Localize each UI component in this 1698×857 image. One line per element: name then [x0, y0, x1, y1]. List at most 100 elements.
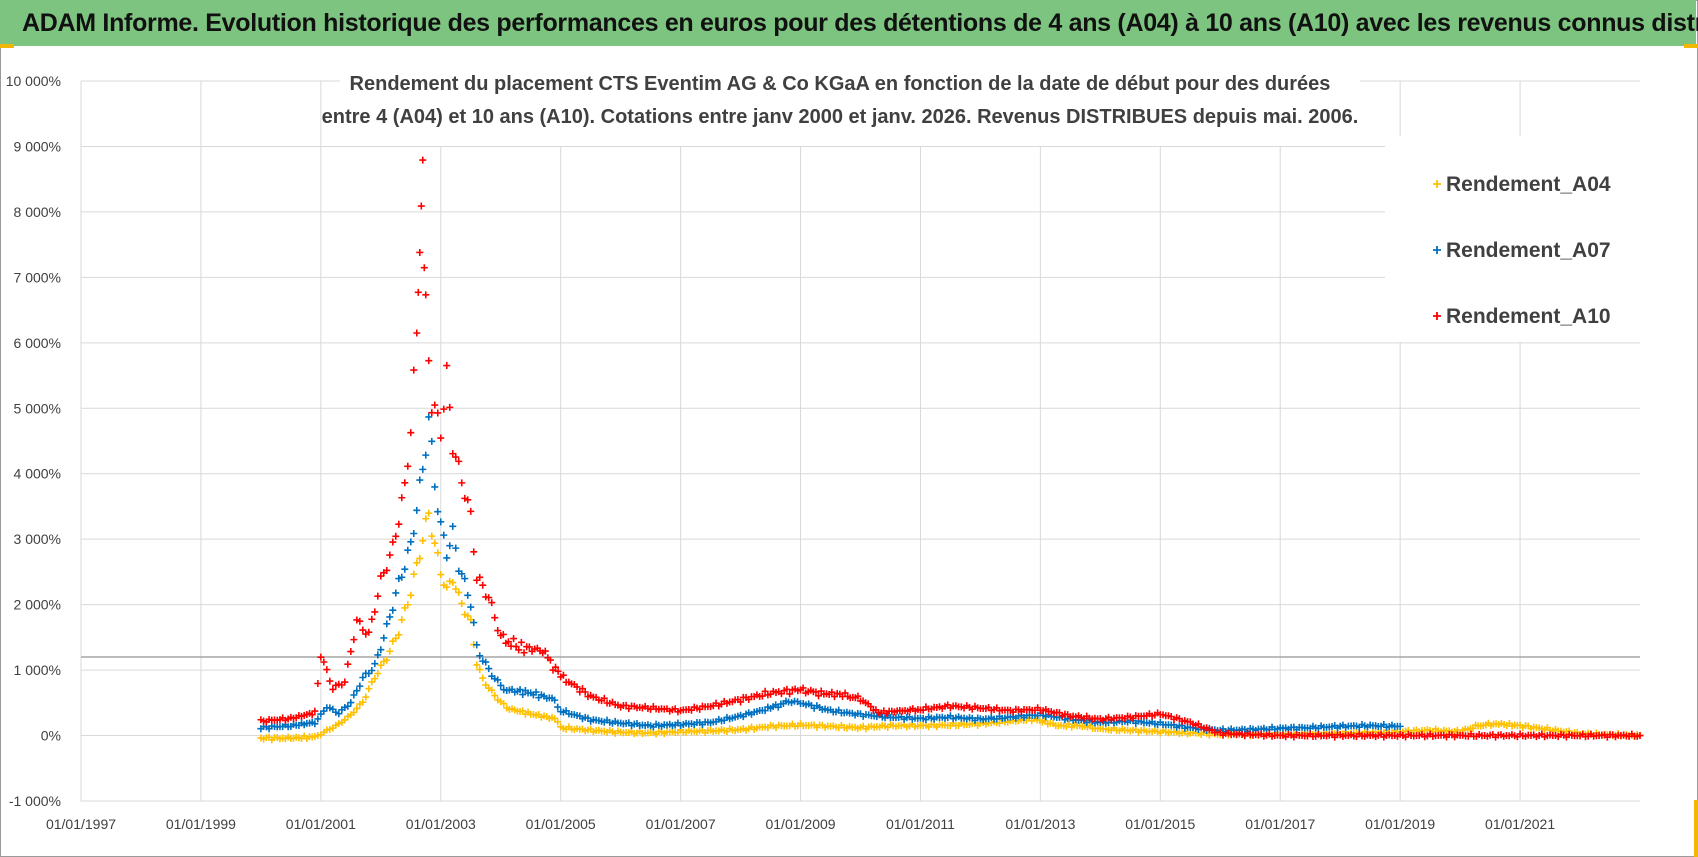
y-tick-label: 3 000% [14, 531, 61, 547]
legend-marker [1433, 312, 1441, 320]
point-rendement-a07 [554, 703, 562, 711]
point-rendement-a10 [317, 653, 325, 661]
x-tick-label: 01/01/2009 [765, 816, 835, 832]
point-rendement-a10 [737, 698, 745, 706]
point-rendement-a07 [314, 715, 322, 723]
point-rendement-a10 [488, 599, 496, 607]
chart-title-line-1: Rendement du placement CTS Eventim AG & … [350, 73, 1331, 95]
point-rendement-a10 [455, 457, 463, 465]
point-rendement-a10 [510, 635, 518, 643]
point-rendement-a04 [404, 601, 412, 609]
point-rendement-a10 [541, 647, 549, 655]
point-rendement-a07 [422, 451, 430, 459]
point-rendement-a10 [410, 366, 418, 374]
point-rendement-a04 [464, 612, 472, 620]
point-rendement-a04 [413, 559, 421, 567]
y-tick-label: 6 000% [14, 335, 61, 351]
point-rendement-a07 [551, 696, 559, 704]
point-rendement-a10 [414, 288, 422, 296]
point-rendement-a10 [359, 626, 367, 634]
point-rendement-a07 [425, 413, 433, 421]
point-rendement-a10 [407, 429, 415, 437]
legend-label: Rendement_A10 [1446, 305, 1611, 328]
point-rendement-a10 [464, 496, 472, 504]
corner-accent-top-left [0, 44, 14, 48]
point-rendement-a07 [443, 554, 451, 562]
point-rendement-a10 [520, 649, 528, 657]
point-rendement-a04 [374, 670, 382, 678]
point-rendement-a04 [428, 532, 436, 540]
point-rendement-a10 [323, 666, 331, 674]
point-rendement-a10 [344, 660, 352, 668]
point-rendement-a07 [431, 483, 439, 491]
point-rendement-a10 [389, 538, 397, 546]
y-tick-label: 5 000% [14, 400, 61, 416]
point-rendement-a10 [573, 683, 581, 691]
axes: -1 000% 0% 1 000% 2 000% 3 000% 4 000% 5 000% 6… [6, 73, 1556, 832]
point-rendement-a04 [377, 661, 385, 669]
x-tick-label: 01/01/2011 [886, 816, 955, 832]
point-rendement-a10 [434, 409, 442, 417]
point-rendement-a07 [356, 682, 364, 690]
point-rendement-a07 [437, 518, 445, 526]
point-rendement-a10 [404, 462, 412, 470]
point-rendement-a07 [449, 522, 457, 530]
point-rendement-a07 [368, 667, 376, 675]
point-rendement-a10 [413, 329, 421, 337]
point-rendement-a07 [359, 673, 367, 681]
point-rendement-a04 [353, 704, 361, 712]
point-rendement-a10 [419, 156, 427, 164]
point-rendement-a07 [380, 634, 388, 642]
point-rendement-a10 [329, 685, 337, 693]
point-rendement-a07 [347, 699, 355, 707]
legend: Rendement_A04 Rendement_A07 Rendement_A10 [1385, 136, 1640, 342]
point-rendement-a04 [398, 616, 406, 624]
point-rendement-a10 [425, 357, 433, 365]
point-rendement-a10 [854, 692, 862, 700]
point-rendement-a04 [365, 685, 373, 693]
point-rendement-a07 [467, 603, 475, 611]
point-rendement-a07 [464, 591, 472, 599]
point-rendement-a10 [467, 507, 475, 515]
point-rendement-a10 [356, 617, 364, 625]
point-rendement-a07 [458, 570, 466, 578]
point-rendement-a04 [425, 509, 433, 517]
point-rendement-a10 [392, 532, 400, 540]
point-rendement-a07 [413, 506, 421, 514]
point-rendement-a04 [386, 647, 394, 655]
point-rendement-a04 [500, 700, 508, 708]
x-tick-label: 01/01/2003 [406, 816, 476, 832]
point-rendement-a07 [389, 606, 397, 614]
point-rendement-a10 [422, 291, 430, 299]
point-rendement-a10 [371, 608, 379, 616]
point-rendement-a04 [431, 539, 439, 547]
chart-title-background [340, 64, 1360, 146]
point-rendement-a10 [417, 202, 425, 210]
point-rendement-a07 [401, 565, 409, 573]
point-rendement-a07 [350, 691, 358, 699]
point-rendement-a10 [786, 690, 794, 698]
point-rendement-a10 [440, 405, 448, 413]
point-rendement-a07 [404, 546, 412, 554]
point-rendement-a07 [761, 707, 769, 715]
point-rendement-a10 [470, 548, 478, 556]
data-points [257, 156, 1644, 744]
legend-marker [1433, 180, 1441, 188]
point-rendement-a07 [494, 676, 502, 684]
point-rendement-a04 [422, 515, 430, 523]
point-rendement-a10 [311, 707, 319, 715]
y-tick-label: 7 000% [14, 269, 61, 285]
point-rendement-a07 [377, 646, 385, 654]
point-rendement-a07 [519, 691, 527, 699]
y-tick-label: 0% [41, 728, 61, 744]
point-rendement-a10 [815, 692, 823, 700]
point-rendement-a04 [392, 634, 400, 642]
x-tick-label: 01/01/2005 [526, 816, 596, 832]
point-rendement-a07 [344, 702, 352, 710]
point-rendement-a10 [867, 703, 875, 711]
point-rendement-a04 [455, 588, 463, 596]
point-rendement-a10 [374, 592, 382, 600]
point-rendement-a04 [473, 661, 481, 669]
point-rendement-a07 [470, 619, 478, 627]
point-rendement-a10 [812, 688, 820, 696]
